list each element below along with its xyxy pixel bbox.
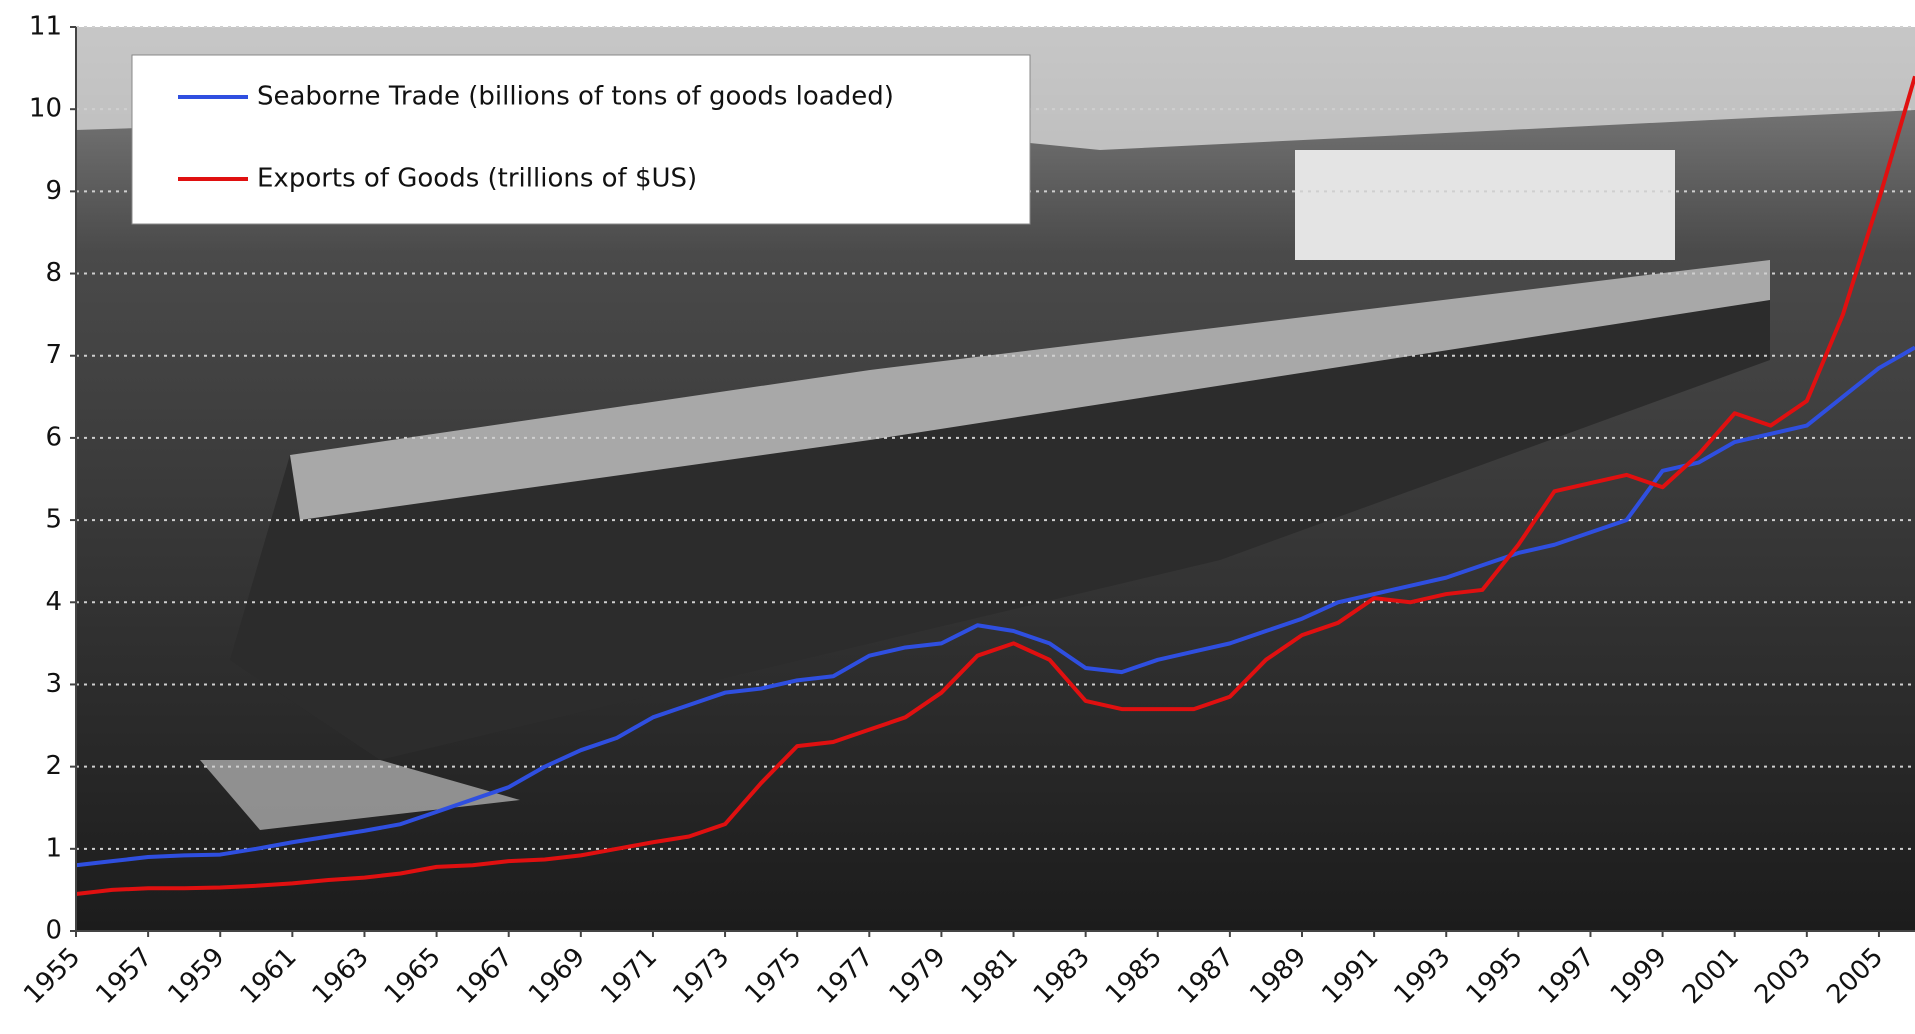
x-tick-label: 1999: [1605, 942, 1673, 1010]
x-tick-label: 1967: [451, 942, 519, 1010]
x-tick-label: 1991: [1316, 942, 1384, 1010]
legend-label: Seaborne Trade (billions of tons of good…: [257, 82, 894, 112]
x-tick-label: 2001: [1677, 942, 1745, 1010]
x-tick-label: 1955: [18, 942, 86, 1010]
y-tick-label: 9: [45, 176, 62, 206]
x-tick-label: 1977: [812, 942, 880, 1010]
x-tick-label: 1957: [90, 942, 158, 1010]
legend: Seaborne Trade (billions of tons of good…: [132, 55, 1030, 224]
x-tick-label: 1959: [162, 942, 230, 1010]
x-tick-label: 1981: [956, 942, 1024, 1010]
x-tick-label: 1979: [884, 942, 952, 1010]
y-tick-label: 6: [45, 422, 62, 452]
x-tick-label: 1961: [235, 942, 303, 1010]
x-tick-label: 1993: [1388, 942, 1456, 1010]
legend-label: Exports of Goods (trillions of $US): [257, 164, 697, 194]
x-tick-label: 1985: [1100, 942, 1168, 1010]
ship-bridge: [1295, 150, 1675, 260]
x-tick-label: 1983: [1028, 942, 1096, 1010]
x-tick-label: 2003: [1749, 942, 1817, 1010]
y-tick-label: 0: [45, 916, 62, 946]
y-tick-label: 3: [45, 669, 62, 699]
legend-box: [132, 55, 1030, 224]
y-tick-label: 7: [45, 340, 62, 370]
x-tick-label: 1971: [595, 942, 663, 1010]
x-tick-label: 2005: [1821, 942, 1889, 1010]
x-tick-label: 1969: [523, 942, 591, 1010]
y-tick-label: 5: [45, 505, 62, 535]
x-tick-label: 1997: [1533, 942, 1601, 1010]
y-tick-label: 8: [45, 258, 62, 288]
x-tick-label: 1975: [739, 942, 807, 1010]
x-tick-label: 1965: [379, 942, 447, 1010]
x-tick-label: 1963: [307, 942, 375, 1010]
x-tick-label: 1973: [667, 942, 735, 1010]
page: {"chart_data": { "type": "line", "x": [1…: [0, 0, 1915, 1034]
y-tick-label: 11: [29, 12, 62, 42]
y-tick-label: 1: [45, 833, 62, 863]
x-tick-label: 1987: [1172, 942, 1240, 1010]
y-tick-label: 4: [45, 587, 62, 617]
chart: 0123456789101119551957195919611963196519…: [0, 0, 1915, 1034]
x-tick-label: 1995: [1461, 942, 1529, 1010]
y-tick-label: 2: [45, 751, 62, 781]
x-tick-label: 1989: [1244, 942, 1312, 1010]
y-tick-label: 10: [29, 94, 62, 124]
